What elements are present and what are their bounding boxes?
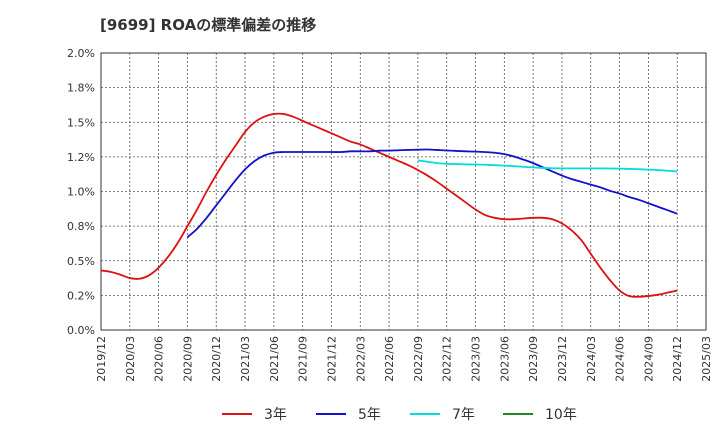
x-tick-label: 2020/12 <box>210 336 223 382</box>
x-tick-label: 2020/09 <box>181 336 194 382</box>
x-tick-label: 2020/03 <box>124 336 137 382</box>
x-tick-label: 2021/09 <box>297 336 310 382</box>
x-tick-label: 2025/03 <box>700 336 713 382</box>
legend-label: 10年 <box>545 407 577 423</box>
x-tick-label: 2019/12 <box>95 336 108 382</box>
series-line-3年 <box>100 112 678 298</box>
x-tick-label: 2024/09 <box>642 336 655 382</box>
plot-area-frame <box>100 52 707 331</box>
x-tick-label: 2024/06 <box>614 336 627 382</box>
chart-title: [9699] ROAの標準偏差の推移 <box>100 16 317 34</box>
y-tick-label: 1.2% <box>67 151 95 164</box>
series-line-5年 <box>186 148 678 238</box>
x-tick-label: 2021/12 <box>325 336 338 382</box>
y-tick-label: 2.0% <box>67 47 95 60</box>
x-tick-label: 2023/12 <box>556 336 569 382</box>
x-tick-label: 2020/06 <box>153 336 166 382</box>
x-tick-label: 2024/03 <box>585 336 598 382</box>
y-tick-label: 0.2% <box>67 289 95 302</box>
series-line-7年 <box>417 159 678 173</box>
x-tick-label: 2021/03 <box>239 336 252 382</box>
y-tick-label: 0.5% <box>67 255 95 268</box>
legend: 3年 5年 7年 10年 <box>222 407 577 423</box>
y-tick-label: 0.0% <box>67 324 95 337</box>
series-lines <box>100 112 678 298</box>
legend-label: 7年 <box>452 407 475 423</box>
y-tick-label: 0.8% <box>67 220 95 233</box>
legend-label: 5年 <box>358 407 381 423</box>
x-tick-label: 2022/06 <box>383 336 396 382</box>
y-axis-tick-labels: 0.0% 0.2% 0.5% 0.8% 1.0% 1.2% 1.5% 1.8% 2.0% <box>67 47 95 337</box>
x-tick-label: 2024/12 <box>671 336 684 382</box>
legend-label: 3年 <box>264 407 287 423</box>
x-tick-label: 2023/03 <box>470 336 483 382</box>
x-tick-label: 2022/09 <box>412 336 425 382</box>
y-tick-label: 1.8% <box>67 82 95 95</box>
x-tick-label: 2022/03 <box>354 336 367 382</box>
grid-lines <box>101 53 706 330</box>
x-tick-label: 2021/06 <box>268 336 281 382</box>
y-tick-label: 1.5% <box>67 116 95 129</box>
x-tick-label: 2023/09 <box>527 336 540 382</box>
x-tick-label: 2023/06 <box>498 336 511 382</box>
x-tick-label: 2022/12 <box>441 336 454 382</box>
x-axis-tick-labels: 2019/12 2020/03 2020/06 2020/09 2020/12 2021/… <box>95 336 713 382</box>
y-tick-label: 1.0% <box>67 186 95 199</box>
